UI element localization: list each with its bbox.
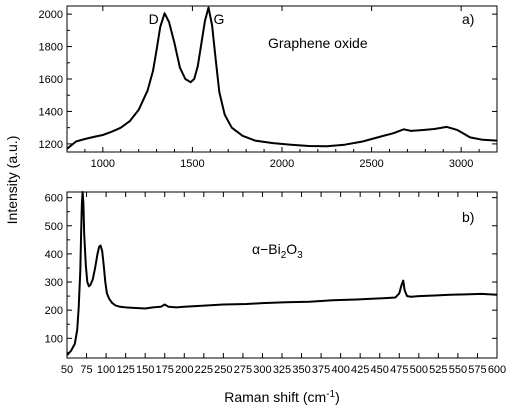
graphene-oxide-spectrum-line: [66, 6, 498, 150]
panel-a-y-tick-label: 1600: [39, 74, 63, 86]
panel-b-y-tick-label: 500: [45, 221, 63, 233]
panel-b-x-tick-label: 275: [234, 364, 252, 376]
graphene-oxide-label: Graphene oxide: [268, 35, 368, 51]
panel-b-x-tick-label: 175: [156, 364, 174, 376]
panel-b-x-tick-label: 600: [488, 364, 506, 376]
panel-b-y-tick-label: 100: [45, 333, 63, 345]
panel-a-x-tick-label: 1500: [180, 158, 204, 170]
panel-b-y-tick-label: 600: [45, 193, 63, 205]
panel-b-x-tick-label: 375: [312, 364, 330, 376]
panel-a-label: a): [462, 11, 474, 27]
panel-a-x-tick-label: 2500: [359, 158, 383, 170]
panel-b-label: b): [462, 209, 474, 225]
panel-a-y-tick-label: 1200: [39, 139, 63, 151]
g-band-label: G: [214, 11, 225, 27]
panel-b-x-tick-label: 525: [429, 364, 447, 376]
bi2o3-spectrum-line: [66, 191, 498, 356]
panel-b-x-tick-label: 125: [116, 364, 134, 376]
panel-b-x-tick-label: 200: [175, 364, 193, 376]
panel-b-x-tick-label: 100: [97, 364, 115, 376]
panel-b-ticks: 50 75 100 125 150 175 200 225 250 275 300 325 350 375…: [45, 192, 506, 376]
x-axis-label: Raman shift (cm-1): [224, 389, 340, 405]
panel-a-x-tick-label: 2000: [270, 158, 294, 170]
panel-b-x-tick-label: 325: [273, 364, 291, 376]
panel-b-x-tick-label: 75: [80, 364, 92, 376]
panel-b-x-tick-label: 250: [214, 364, 232, 376]
panel-b-x-tick-label: 425: [351, 364, 369, 376]
y-axis-label: Intensity (a.u.): [4, 136, 20, 225]
panel-bi2o3: 50 75 100 125 150 175 200 225 250 275 300 325 350 375…: [45, 191, 506, 376]
panel-b-x-tick-label: 300: [253, 364, 271, 376]
panel-b-y-tick-label: 400: [45, 249, 63, 261]
panel-b-x-tick-label: 575: [468, 364, 486, 376]
panel-b-x-tick-label: 150: [136, 364, 154, 376]
panel-a-x-tick-label: 1000: [91, 158, 115, 170]
panel-b-x-tick-label: 50: [61, 364, 73, 376]
d-band-label: D: [149, 11, 159, 27]
panel-a-y-tick-label: 2000: [39, 9, 63, 21]
panel-b-x-tick-label: 450: [371, 364, 389, 376]
panel-a-y-tick-label: 1400: [39, 106, 63, 118]
panel-b-x-tick-label: 550: [449, 364, 467, 376]
panel-b-x-tick-label: 350: [292, 364, 310, 376]
panel-b-x-tick-label: 225: [195, 364, 213, 376]
panel-b-y-tick-label: 200: [45, 305, 63, 317]
panel-b-frame: [66, 191, 498, 359]
panel-graphene-oxide: 1000 1500 2000 2500 3000 1200 1400 1600 1800 2000…: [39, 5, 498, 170]
panel-b-x-tick-label: 500: [410, 364, 428, 376]
panel-b-y-tick-label: 300: [45, 277, 63, 289]
panel-a-y-tick-label: 1800: [39, 42, 63, 54]
panel-b-x-tick-label: 400: [331, 364, 349, 376]
panel-b-x-tick-label: 475: [390, 364, 408, 376]
bi2o3-label: α−Bi2O3: [252, 241, 303, 261]
panel-a-x-tick-label: 3000: [449, 158, 473, 170]
panel-a-ticks: 1000 1500 2000 2500 3000 1200 1400 1600 1800 2000: [39, 6, 498, 170]
